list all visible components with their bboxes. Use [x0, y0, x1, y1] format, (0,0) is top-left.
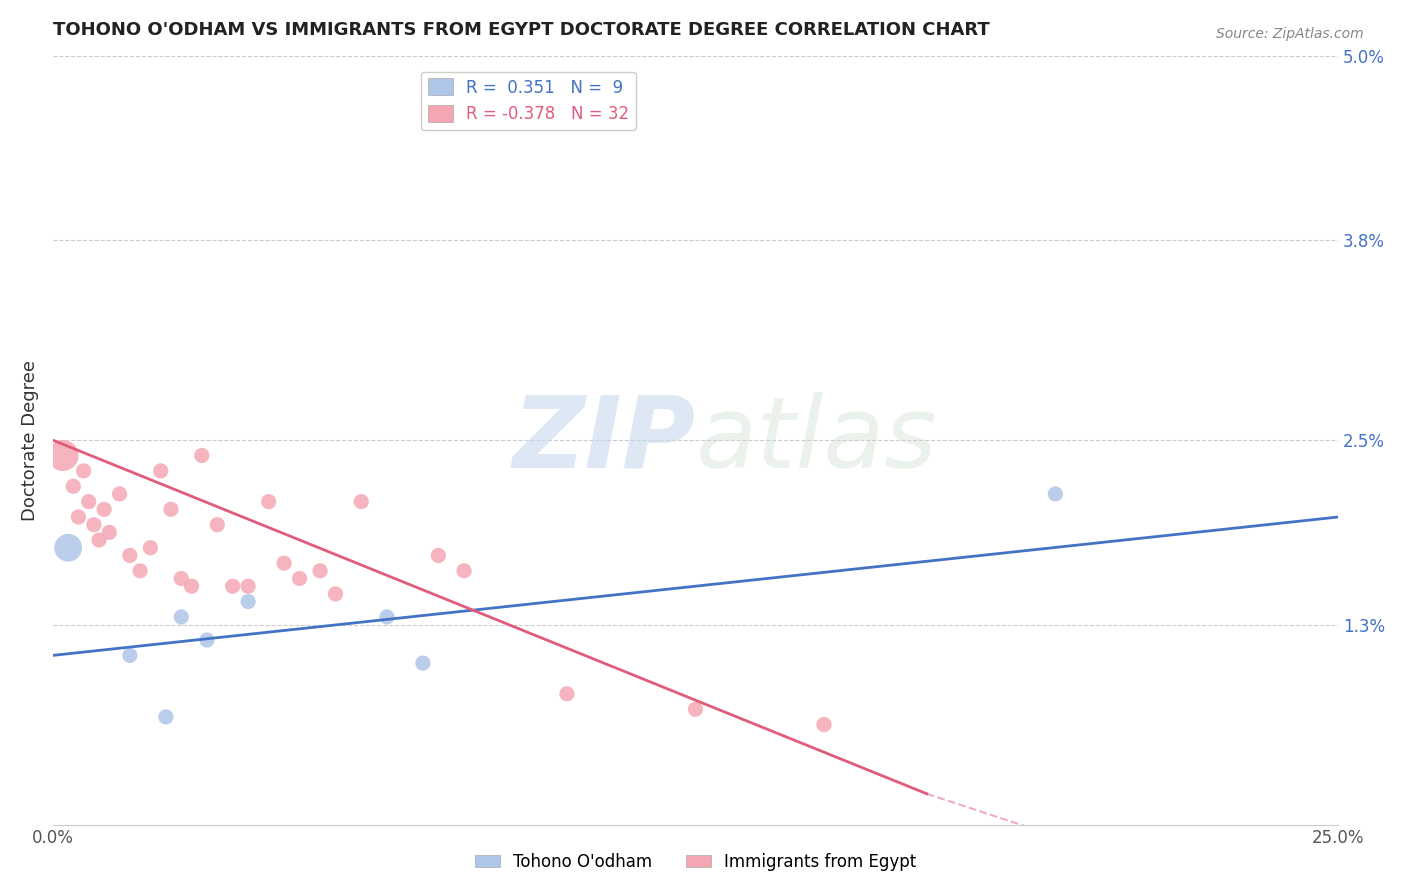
Point	[309, 564, 332, 578]
Point	[180, 579, 202, 593]
Point	[257, 494, 280, 508]
Point	[77, 494, 100, 508]
Point	[813, 717, 835, 731]
Point	[191, 449, 214, 463]
Point	[108, 487, 131, 501]
Point	[325, 587, 347, 601]
Point	[98, 525, 121, 540]
Point	[375, 610, 398, 624]
Point	[129, 564, 152, 578]
Point	[52, 449, 75, 463]
Point	[273, 556, 295, 570]
Point	[155, 710, 177, 724]
Point	[350, 494, 373, 508]
Point	[67, 510, 90, 524]
Point	[87, 533, 110, 547]
Point	[412, 656, 434, 670]
Text: atlas: atlas	[696, 392, 936, 489]
Point	[195, 633, 218, 648]
Point	[118, 648, 141, 663]
Point	[118, 549, 141, 563]
Point	[236, 579, 259, 593]
Point	[160, 502, 183, 516]
Point	[62, 479, 84, 493]
Point	[149, 464, 172, 478]
Point	[685, 702, 707, 716]
Point	[56, 541, 79, 555]
Text: ZIP: ZIP	[512, 392, 696, 489]
Point	[555, 687, 578, 701]
Point	[93, 502, 115, 516]
Point	[139, 541, 162, 555]
Point	[207, 517, 229, 532]
Y-axis label: Doctorate Degree: Doctorate Degree	[21, 359, 39, 521]
Point	[221, 579, 243, 593]
Point	[427, 549, 450, 563]
Point	[453, 564, 475, 578]
Point	[236, 594, 259, 608]
Point	[1045, 487, 1067, 501]
Point	[170, 572, 193, 586]
Point	[170, 610, 193, 624]
Point	[72, 464, 94, 478]
Point	[288, 572, 311, 586]
Legend: Tohono O'odham, Immigrants from Egypt: Tohono O'odham, Immigrants from Egypt	[468, 847, 922, 878]
Text: TOHONO O'ODHAM VS IMMIGRANTS FROM EGYPT DOCTORATE DEGREE CORRELATION CHART: TOHONO O'ODHAM VS IMMIGRANTS FROM EGYPT …	[52, 21, 990, 39]
Point	[83, 517, 105, 532]
Text: Source: ZipAtlas.com: Source: ZipAtlas.com	[1216, 27, 1364, 41]
